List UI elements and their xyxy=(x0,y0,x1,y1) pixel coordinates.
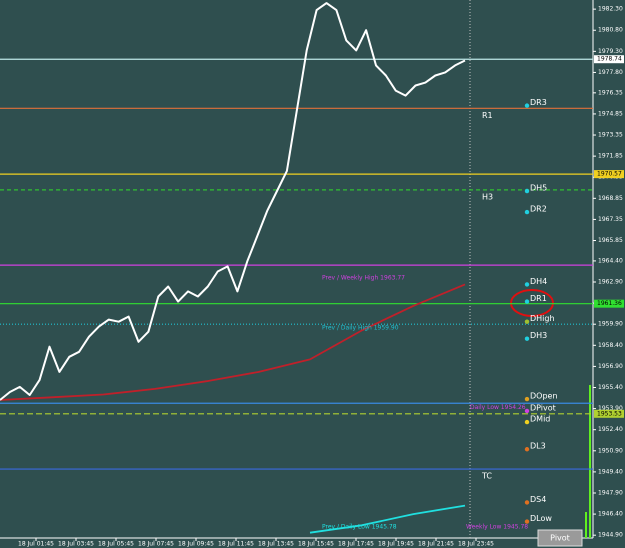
x-tick-label: 18 Jul 01:45 xyxy=(18,541,54,548)
y-tick-label: 1952.40 xyxy=(598,426,623,433)
button-bg[interactable] xyxy=(537,529,583,547)
pivot-label: DS4 xyxy=(530,495,546,504)
level-name: H3 xyxy=(482,192,493,201)
pivot-label: DOpen xyxy=(530,392,558,401)
series-line xyxy=(0,283,466,401)
x-tick-label: 18 Jul 07:45 xyxy=(138,541,174,548)
y-tick-label: 1982.30 xyxy=(598,6,623,13)
highlight-circle xyxy=(510,289,554,317)
pivot-label: DPivot xyxy=(530,403,556,412)
pivot-label: DHigh xyxy=(530,314,555,323)
y-tick-label: 1965.85 xyxy=(598,237,623,244)
y-tick-label: 1973.35 xyxy=(598,132,623,139)
y-tick-label: 1956.90 xyxy=(598,363,623,370)
x-tick-label: 18 Jul 19:45 xyxy=(378,541,414,548)
y-tick-label: 1979.30 xyxy=(598,48,623,55)
y-tick-label: 1946.40 xyxy=(598,511,623,518)
x-tick-label: 18 Jul 13:45 xyxy=(258,541,294,548)
pivot-dot xyxy=(524,447,530,452)
pivot-dot xyxy=(524,336,530,341)
pivot-label: DH5 xyxy=(530,184,547,193)
pivot-dot xyxy=(524,209,530,215)
pivot-dot xyxy=(524,188,530,194)
price-box-label: 1961.36 xyxy=(597,300,622,307)
annotation: Prev / Weekly High 1963.77 xyxy=(322,274,405,281)
x-tick-label: 18 Jul 09:45 xyxy=(178,541,214,548)
pivot-button[interactable]: Pivot xyxy=(537,529,583,547)
price-box xyxy=(594,55,624,64)
level-name: TC xyxy=(481,472,492,481)
x-tick-label: 18 Jul 21:45 xyxy=(418,541,454,548)
y-tick-label: 1944.90 xyxy=(598,532,623,539)
pivot-label: DR1 xyxy=(530,294,547,303)
pivot-dot xyxy=(524,519,530,524)
pivot-dot xyxy=(524,500,530,505)
pivot-dot xyxy=(524,419,530,425)
y-tick-label: 1947.90 xyxy=(598,489,623,496)
y-tick-label: 1964.40 xyxy=(598,257,623,264)
y-tick-label: 1959.90 xyxy=(598,321,623,328)
x-tick-label: 18 Jul 11:45 xyxy=(218,541,254,548)
annotation: Prev / Daily High 1959.90 xyxy=(322,325,399,332)
annotation: Daily Low 1954.26 xyxy=(470,404,526,411)
price-box xyxy=(594,409,624,418)
y-tick-label: 1949.40 xyxy=(598,468,623,475)
x-tick-label: 18 Jul 03:45 xyxy=(58,541,94,548)
pivot-label: DH4 xyxy=(530,277,547,286)
pivot-dot xyxy=(524,282,530,287)
price-box-label: 1978.74 xyxy=(597,56,622,63)
x-tick-label: 18 Jul 15:45 xyxy=(298,541,334,548)
pivot-label: DMid xyxy=(530,415,550,424)
price-box-label: 1970.57 xyxy=(597,171,622,178)
y-tick-label: 1955.40 xyxy=(598,384,623,391)
y-tick-label: 1953.90 xyxy=(598,405,623,412)
pivot-dot xyxy=(524,319,530,324)
y-tick-label: 1976.35 xyxy=(598,89,623,96)
pivot-dot xyxy=(524,396,530,402)
y-tick-label: 1950.90 xyxy=(598,447,623,454)
pivot-label: DL3 xyxy=(530,442,546,451)
level-name: R1 xyxy=(482,111,493,120)
y-tick-label: 1962.90 xyxy=(598,279,623,286)
y-tick-label: 1967.35 xyxy=(598,216,623,223)
x-tick-label: 18 Jul 23:45 xyxy=(458,541,494,548)
price-box xyxy=(594,299,624,308)
series-line xyxy=(309,504,466,534)
series-line xyxy=(0,2,466,401)
y-tick-label: 1980.80 xyxy=(598,27,623,34)
pivot-dot xyxy=(524,103,530,108)
price-box-label: 1953.53 xyxy=(597,410,622,417)
y-tick-label: 1958.40 xyxy=(598,342,623,349)
pivot-label: DR3 xyxy=(530,98,547,107)
price-box xyxy=(594,170,624,179)
y-tick-label: 1968.85 xyxy=(598,195,623,202)
pivot-dot xyxy=(524,299,530,304)
annotation: Prev / Daily Low 1945.78 xyxy=(322,524,397,531)
pivot-label: DLow xyxy=(530,514,552,523)
pivot-label: DR2 xyxy=(530,205,547,214)
pivot-dot xyxy=(524,408,530,414)
x-tick-label: 18 Jul 17:45 xyxy=(338,541,374,548)
x-tick-label: 18 Jul 05:45 xyxy=(98,541,134,548)
y-tick-label: 1971.85 xyxy=(598,153,623,160)
pivot-label: DH3 xyxy=(530,331,547,340)
y-tick-label: 1977.80 xyxy=(598,69,623,76)
annotation: Weekly Low 1945.78 xyxy=(466,524,528,531)
y-tick-label: 1974.85 xyxy=(598,110,623,117)
button-label[interactable]: Pivot xyxy=(550,534,570,543)
